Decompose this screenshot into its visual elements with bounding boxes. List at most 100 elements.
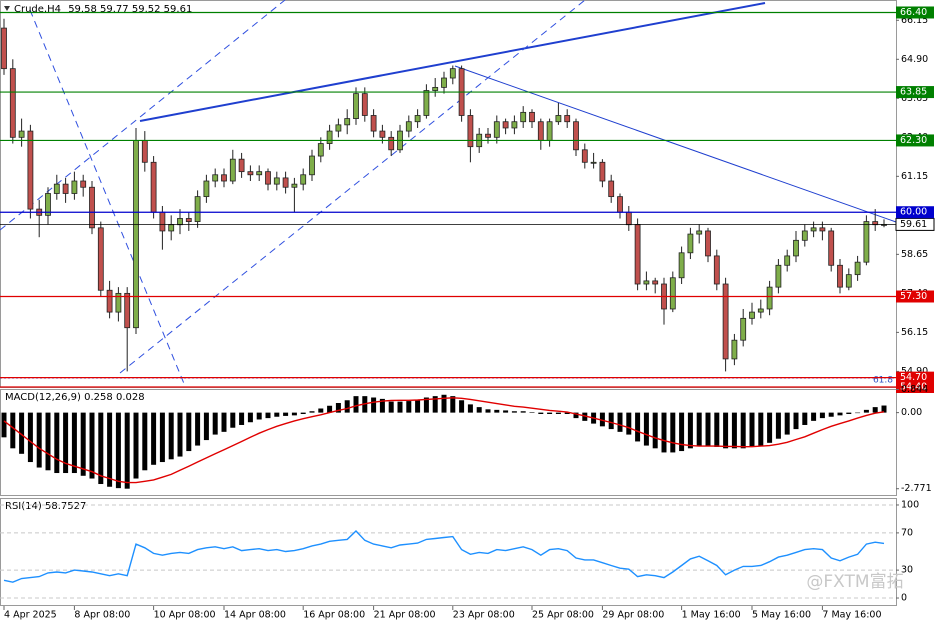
macd-bar xyxy=(63,412,69,474)
x-tick-label: 8 Apr 08:00 xyxy=(74,610,130,621)
candle-body xyxy=(203,180,210,198)
macd-bar xyxy=(784,412,790,435)
macd-bar xyxy=(247,412,253,423)
macd-bar xyxy=(344,400,350,413)
candle-body xyxy=(115,292,122,313)
macd-bar xyxy=(872,407,878,413)
candle-body xyxy=(801,230,808,241)
macd-bar xyxy=(432,396,438,413)
macd-bar xyxy=(863,409,869,413)
low: 59.52 xyxy=(132,4,161,15)
rsi-title: RSI(14) xyxy=(5,501,42,512)
candle-body xyxy=(493,121,500,138)
macd-bar xyxy=(661,412,667,453)
x-tick-label: 23 Apr 08:00 xyxy=(453,610,515,621)
macd-bar xyxy=(423,397,429,413)
candle-body xyxy=(353,93,359,119)
candle-body xyxy=(212,174,219,182)
candle-body xyxy=(1,27,7,70)
trendline xyxy=(29,9,186,387)
candle-body xyxy=(845,274,852,288)
candle-body xyxy=(511,121,518,129)
macd-title: MACD(12,26,9) xyxy=(5,392,81,403)
candle-body xyxy=(168,224,175,232)
macd-bar xyxy=(793,412,799,430)
level-label-box xyxy=(896,86,934,99)
x-tick-label: 16 Apr 08:00 xyxy=(303,610,365,621)
candle-body xyxy=(757,308,764,313)
macd-bar xyxy=(195,412,201,446)
y-tick-label: 66.15 xyxy=(901,15,928,26)
macd-bar xyxy=(239,412,245,425)
macd-pane-frame xyxy=(0,389,897,496)
candle-body xyxy=(45,193,51,216)
macd-bar xyxy=(538,412,544,414)
chart-header: Crude,H4 59.58 59.77 59.52 59.61 xyxy=(14,4,192,15)
y-tick-label: 54.90 xyxy=(901,366,928,377)
x-tick-label: 14 Apr 08:00 xyxy=(224,610,286,621)
candle-body xyxy=(405,121,412,132)
candle-body xyxy=(546,121,553,141)
candle-body xyxy=(106,289,113,313)
macd-bar xyxy=(107,412,113,487)
candle-body xyxy=(863,221,870,263)
candle-body xyxy=(80,180,87,188)
macd-bar xyxy=(54,412,60,474)
y-tick-label: -2.771 xyxy=(901,483,932,494)
macd-bar xyxy=(300,412,306,414)
candle-body xyxy=(256,171,263,176)
macd-bar xyxy=(291,412,297,416)
macd-bar xyxy=(450,396,456,413)
candle-body xyxy=(793,239,799,257)
candle-body xyxy=(722,283,729,360)
macd-bar xyxy=(617,412,623,432)
macd-bar xyxy=(71,412,77,474)
rsi-header: RSI(14) 58.7527 xyxy=(5,501,86,512)
candle-body xyxy=(282,177,289,188)
macd-bar xyxy=(353,396,359,413)
collapse-icon xyxy=(4,6,10,11)
trendline xyxy=(119,0,586,374)
x-tick-label: 4 Apr 2025 xyxy=(4,610,57,621)
candle-body xyxy=(731,339,738,360)
macd-bar xyxy=(27,412,33,463)
macd-bar xyxy=(36,412,42,468)
level-label: 62.30 xyxy=(900,135,927,146)
candle-body xyxy=(854,261,861,276)
candle-body xyxy=(9,68,16,138)
macd-bar xyxy=(626,412,632,435)
level-label: 57.30 xyxy=(900,291,927,302)
candle-body xyxy=(370,115,377,132)
candle-body xyxy=(97,227,104,291)
last-price-label: 59.61 xyxy=(900,219,927,230)
candle-body xyxy=(643,280,650,285)
candle-body xyxy=(247,171,254,176)
macd-bar xyxy=(318,408,324,413)
macd-bar xyxy=(335,403,341,413)
trendline xyxy=(139,2,766,122)
level-label-box xyxy=(896,134,934,147)
macd-bar xyxy=(283,412,289,416)
candle-body xyxy=(71,180,78,194)
macd-bar xyxy=(467,404,473,413)
macd-bar xyxy=(582,412,588,421)
candle-body xyxy=(625,211,632,226)
candle-body xyxy=(828,230,835,266)
macd-bar xyxy=(142,412,148,471)
candle-body xyxy=(608,180,615,198)
macd-bar xyxy=(643,412,649,446)
macd-bar xyxy=(547,412,553,414)
candle-body xyxy=(617,196,623,213)
level-label-box xyxy=(896,371,934,384)
macd-bar xyxy=(494,409,500,413)
macd-bar xyxy=(679,412,685,452)
candle-body xyxy=(652,280,659,285)
candle-body xyxy=(740,317,747,341)
level-label: 54.40 xyxy=(900,382,927,393)
y-tick-label: 56.15 xyxy=(901,327,928,338)
rsi-pane-frame xyxy=(0,498,897,606)
macd-bar xyxy=(10,412,16,449)
rsi-line xyxy=(3,530,885,583)
